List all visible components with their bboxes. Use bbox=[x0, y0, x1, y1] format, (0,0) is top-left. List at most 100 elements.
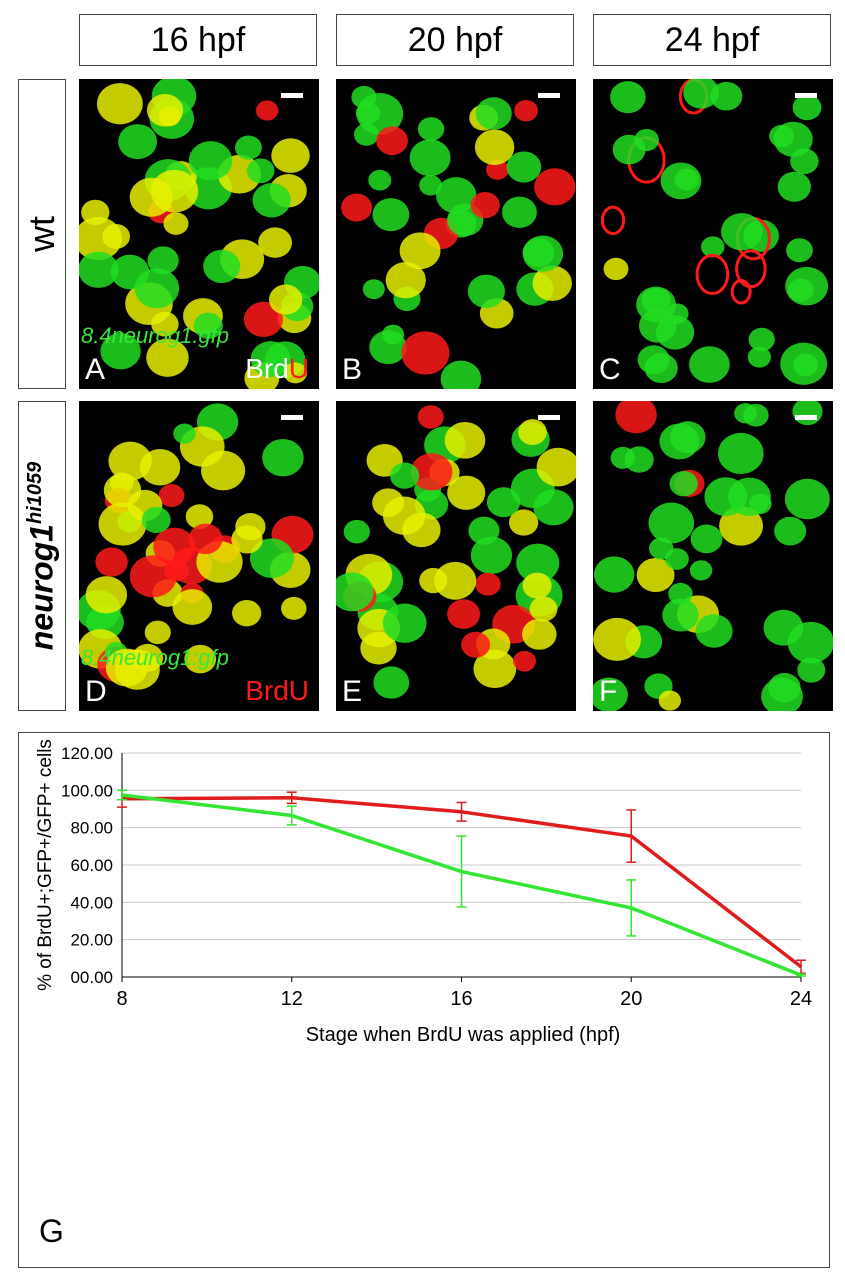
cell-blob bbox=[593, 617, 641, 661]
brdu-label: BrdU bbox=[245, 675, 309, 707]
cell-blob bbox=[473, 649, 517, 689]
cell-blob bbox=[748, 327, 775, 352]
cell-blob bbox=[659, 423, 700, 460]
nucleus-ring bbox=[600, 205, 626, 236]
cell-blob bbox=[271, 138, 310, 173]
cell-blob bbox=[184, 644, 217, 674]
cell-blob bbox=[644, 353, 678, 383]
cell-blob bbox=[390, 462, 420, 489]
nucleus-ring bbox=[735, 249, 767, 289]
y-tick-label: 120.00 bbox=[61, 744, 113, 763]
column-header-label: 16 hpf bbox=[150, 20, 246, 59]
cell-blob bbox=[96, 83, 143, 125]
micrograph-image bbox=[79, 79, 319, 389]
cell-blob bbox=[774, 516, 807, 546]
brdu-label: BrdU bbox=[245, 353, 309, 385]
cell-blob bbox=[695, 614, 733, 648]
cell-blob bbox=[243, 301, 284, 337]
scale-bar bbox=[281, 415, 303, 420]
cell-blob bbox=[780, 342, 828, 385]
panel-letter: B bbox=[342, 353, 363, 386]
column-header-16hpf: 16 hpf bbox=[79, 14, 317, 66]
cell-blob bbox=[533, 489, 574, 526]
cell-blob bbox=[747, 346, 771, 368]
cell-blob bbox=[250, 341, 291, 378]
micrograph-image bbox=[336, 405, 576, 699]
column-header-label: 24 hpf bbox=[664, 20, 760, 59]
cell-blob bbox=[382, 603, 427, 643]
cell-blob bbox=[283, 362, 307, 384]
cell-blob bbox=[81, 199, 110, 226]
cell-blob bbox=[534, 168, 576, 206]
cell-blob bbox=[797, 657, 826, 683]
micrograph-panel-b: B bbox=[336, 79, 576, 389]
cell-blob bbox=[475, 97, 512, 130]
cell-blob bbox=[158, 483, 185, 507]
cell-blob bbox=[281, 596, 307, 620]
cell-blob bbox=[373, 666, 410, 699]
cell-blob bbox=[188, 523, 223, 555]
cell-blob bbox=[689, 560, 713, 581]
panel-letter: G bbox=[39, 1213, 64, 1249]
column-header-label: 20 hpf bbox=[407, 20, 503, 59]
cell-blob bbox=[603, 257, 629, 281]
cell-blob bbox=[343, 519, 370, 544]
brdu-label-red: U bbox=[288, 353, 309, 384]
panel-letter: C bbox=[599, 353, 621, 386]
cell-blob bbox=[173, 423, 196, 444]
cell-blob bbox=[514, 99, 539, 122]
scale-bar bbox=[281, 93, 303, 98]
cell-blob bbox=[506, 151, 542, 183]
cell-blob bbox=[536, 447, 576, 487]
cell-blob bbox=[467, 274, 505, 309]
cell-blob bbox=[529, 596, 558, 622]
cell-blob bbox=[369, 330, 407, 365]
cell-blob bbox=[100, 333, 141, 370]
cell-blob bbox=[409, 139, 451, 177]
x-tick-label: 24 bbox=[790, 988, 812, 1010]
cell-blob bbox=[777, 171, 811, 202]
cell-blob bbox=[440, 360, 482, 389]
x-tick-label: 8 bbox=[116, 988, 127, 1010]
cell-blob bbox=[419, 175, 442, 196]
cell-blob bbox=[522, 238, 555, 267]
cell-blob bbox=[417, 405, 444, 429]
cell-blob bbox=[434, 561, 477, 600]
cell-blob bbox=[410, 453, 453, 491]
gene-name: neurog1 bbox=[23, 524, 60, 651]
cell-blob bbox=[103, 473, 142, 508]
cell-blob bbox=[231, 525, 263, 554]
panel-letter: D bbox=[85, 675, 107, 708]
cell-blob bbox=[784, 478, 830, 520]
cell-blob bbox=[129, 555, 177, 598]
cell-blob bbox=[153, 527, 196, 566]
y-tick-label: 100.00 bbox=[61, 781, 113, 800]
cell-blob bbox=[718, 432, 764, 475]
cell-blob bbox=[102, 223, 130, 249]
y-tick-label: 00.00 bbox=[70, 968, 113, 987]
cell-blob bbox=[522, 618, 557, 650]
cell-blob bbox=[118, 124, 158, 160]
cell-blob bbox=[382, 496, 426, 535]
cell-blob bbox=[658, 690, 682, 711]
allele-name: hi1059 bbox=[23, 461, 46, 525]
scale-bar bbox=[795, 93, 817, 98]
cell-blob bbox=[664, 548, 689, 570]
micrograph-image bbox=[600, 79, 829, 385]
cell-blob bbox=[252, 183, 291, 218]
cell-blob bbox=[376, 126, 408, 156]
x-axis-title: Stage when BrdU was applied (hpf) bbox=[306, 1024, 621, 1046]
cell-blob bbox=[769, 124, 795, 148]
cell-blob bbox=[356, 93, 404, 135]
row-header-mutant: neurog1hi1059 bbox=[18, 401, 66, 711]
cell-blob bbox=[98, 502, 147, 546]
line-chart: 00.00 20.00 40.00 60.00 80.00 100.00 120.00 8 12… bbox=[35, 739, 812, 1046]
cell-blob bbox=[372, 198, 410, 232]
cell-blob bbox=[141, 506, 171, 533]
micrograph-image bbox=[79, 403, 314, 690]
cell-blob bbox=[470, 192, 500, 219]
cell-blob bbox=[612, 134, 646, 165]
cell-blob bbox=[522, 572, 552, 599]
cell-blob bbox=[468, 516, 500, 545]
cell-blob bbox=[258, 227, 293, 258]
